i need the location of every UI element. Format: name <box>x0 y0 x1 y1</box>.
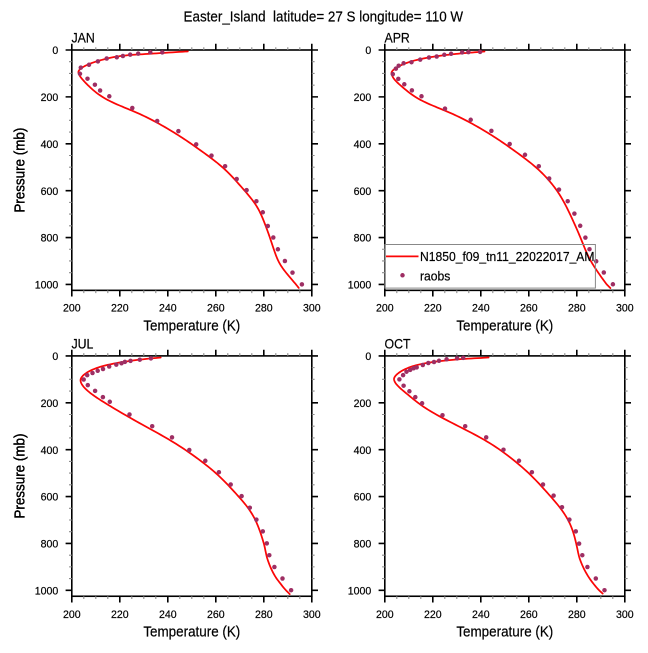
svg-text:400: 400 <box>354 444 372 456</box>
svg-text:600: 600 <box>41 491 59 503</box>
svg-text:300: 300 <box>303 608 321 620</box>
svg-text:OCT: OCT <box>385 336 411 352</box>
svg-text:Easter_Island latitude= 27 S: Easter_Island latitude= 27 S longitude= … <box>184 8 464 25</box>
svg-text:0: 0 <box>52 45 58 57</box>
svg-text:800: 800 <box>354 232 372 244</box>
svg-text:1000: 1000 <box>348 279 372 291</box>
svg-text:240: 240 <box>472 302 490 314</box>
svg-text:400: 400 <box>41 139 59 151</box>
svg-text:260: 260 <box>520 608 538 620</box>
svg-text:260: 260 <box>520 302 538 314</box>
svg-text:220: 220 <box>111 608 129 620</box>
svg-text:Temperature (K): Temperature (K) <box>143 623 240 640</box>
svg-text:0: 0 <box>365 351 371 363</box>
svg-text:Temperature (K): Temperature (K) <box>456 317 553 334</box>
svg-text:280: 280 <box>568 302 586 314</box>
svg-text:300: 300 <box>616 302 634 314</box>
svg-text:600: 600 <box>354 185 372 197</box>
svg-text:Temperature (K): Temperature (K) <box>456 623 553 640</box>
svg-text:400: 400 <box>41 444 59 456</box>
svg-text:200: 200 <box>41 92 59 104</box>
svg-text:240: 240 <box>159 608 177 620</box>
svg-text:300: 300 <box>303 302 321 314</box>
svg-text:JAN: JAN <box>72 30 95 46</box>
svg-text:600: 600 <box>41 185 59 197</box>
svg-text:200: 200 <box>354 92 372 104</box>
svg-text:Pressure (mb): Pressure (mb) <box>11 128 28 213</box>
svg-text:280: 280 <box>255 302 273 314</box>
svg-text:1000: 1000 <box>35 279 59 291</box>
svg-text:1000: 1000 <box>35 585 59 597</box>
svg-text:APR: APR <box>385 30 410 46</box>
svg-text:0: 0 <box>52 351 58 363</box>
svg-text:800: 800 <box>41 538 59 550</box>
svg-text:260: 260 <box>207 608 225 620</box>
svg-text:200: 200 <box>376 608 394 620</box>
svg-text:300: 300 <box>616 608 634 620</box>
svg-text:280: 280 <box>255 608 273 620</box>
svg-text:0: 0 <box>365 45 371 57</box>
svg-text:Temperature (K): Temperature (K) <box>143 317 240 334</box>
svg-text:220: 220 <box>424 302 442 314</box>
svg-text:Pressure (mb): Pressure (mb) <box>11 434 28 519</box>
svg-text:220: 220 <box>111 302 129 314</box>
svg-text:N1850_f09_tn11_22022017_AM: N1850_f09_tn11_22022017_AM <box>420 250 595 265</box>
svg-text:raobs: raobs <box>420 269 450 284</box>
svg-text:800: 800 <box>354 538 372 550</box>
svg-text:240: 240 <box>472 608 490 620</box>
svg-text:800: 800 <box>41 232 59 244</box>
svg-text:600: 600 <box>354 491 372 503</box>
svg-text:Pressure (mb): Pressure (mb) <box>11 434 28 519</box>
svg-text:1000: 1000 <box>348 585 372 597</box>
svg-text:Pressure (mb): Pressure (mb) <box>11 128 28 213</box>
svg-text:200: 200 <box>376 302 394 314</box>
svg-text:240: 240 <box>159 302 177 314</box>
svg-text:260: 260 <box>207 302 225 314</box>
svg-text:200: 200 <box>354 398 372 410</box>
svg-text:JUL: JUL <box>72 336 94 352</box>
svg-text:280: 280 <box>568 608 586 620</box>
svg-text:200: 200 <box>63 302 81 314</box>
svg-text:220: 220 <box>424 608 442 620</box>
svg-text:200: 200 <box>41 398 59 410</box>
svg-text:400: 400 <box>354 139 372 151</box>
svg-text:200: 200 <box>63 608 81 620</box>
